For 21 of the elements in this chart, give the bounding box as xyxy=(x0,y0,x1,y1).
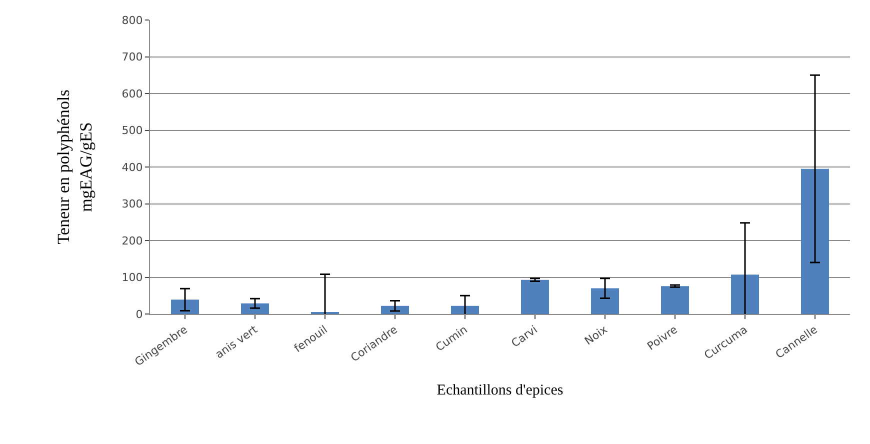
y-tick-label: 200 xyxy=(122,234,143,248)
y-tick-label: 600 xyxy=(122,87,143,100)
y-tick-label: 300 xyxy=(122,198,143,211)
bar xyxy=(731,274,759,314)
y-tick-label: 700 xyxy=(122,50,143,64)
y-tick-label: 400 xyxy=(122,160,143,174)
y-tick-label: 800 xyxy=(122,14,143,27)
x-axis-title: Echantillons d'epices xyxy=(436,382,564,399)
x-tick-label: anis vert xyxy=(213,322,260,362)
bar xyxy=(521,280,549,314)
y-tick-label: 500 xyxy=(122,124,143,138)
bar xyxy=(241,303,269,314)
bar xyxy=(661,286,689,314)
y-tick-label: 100 xyxy=(122,271,143,284)
x-tick-label: Noix xyxy=(582,322,610,348)
bar xyxy=(171,300,199,314)
bar xyxy=(801,168,829,314)
y-tick-label: 0 xyxy=(136,308,143,321)
bar xyxy=(451,306,479,314)
y-axis-title: Teneur en polyphénols mgEAG/gES xyxy=(54,90,96,244)
bar xyxy=(591,288,619,314)
